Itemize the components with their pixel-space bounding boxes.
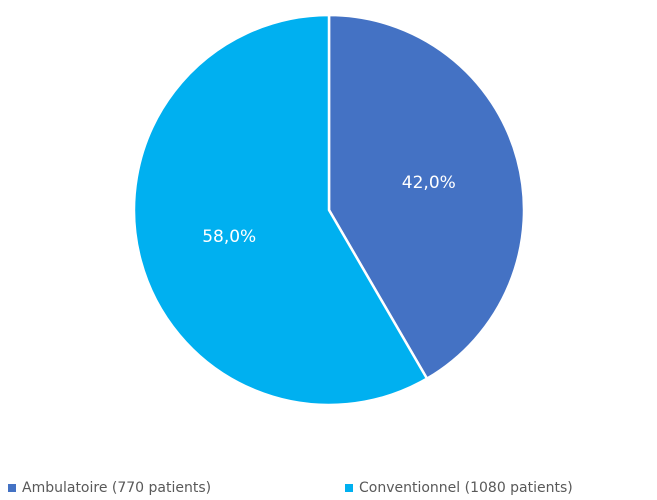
legend-swatch-ambulatoire bbox=[8, 484, 16, 492]
legend-item-ambulatoire: Ambulatoire (770 patients) bbox=[8, 480, 211, 496]
slice-label-ambulatoire: 42,0% bbox=[402, 173, 456, 193]
slice-ambulatoire bbox=[327, 13, 526, 380]
pie-slices bbox=[132, 13, 526, 407]
legend-item-conventionnel: Conventionnel (1080 patients) bbox=[345, 480, 573, 496]
slice-labels: 42,0% 58,0% bbox=[202, 173, 456, 247]
legend: Ambulatoire (770 patients) Conventionnel… bbox=[0, 480, 657, 500]
legend-label-conventionnel: Conventionnel (1080 patients) bbox=[359, 480, 573, 496]
slice-label-conventionnel: 58,0% bbox=[202, 227, 256, 247]
legend-swatch-conventionnel bbox=[345, 484, 353, 492]
legend-label-ambulatoire: Ambulatoire (770 patients) bbox=[22, 480, 212, 496]
slice-conventionnel bbox=[132, 13, 429, 407]
